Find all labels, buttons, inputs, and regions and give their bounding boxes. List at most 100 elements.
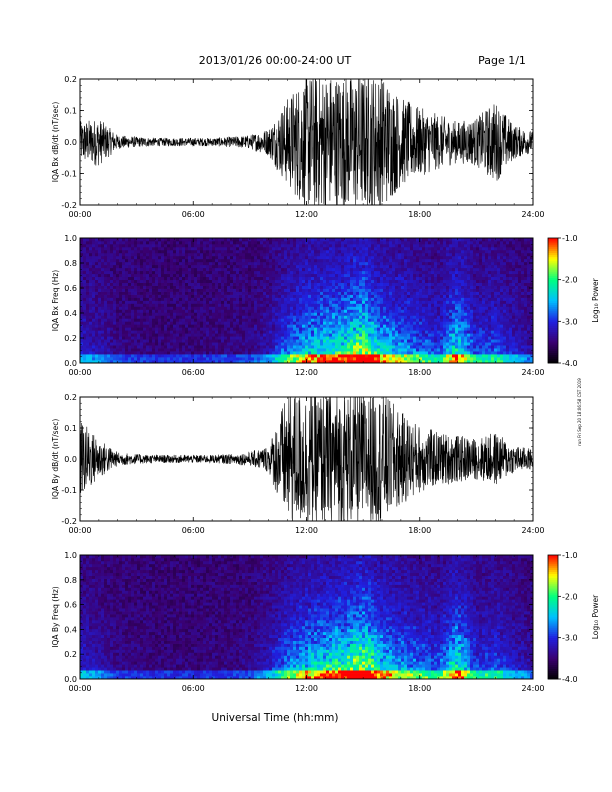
bx_spectrogram-cell bbox=[266, 243, 270, 248]
bx_spectrogram-cell bbox=[167, 246, 171, 251]
bx_spectrogram-cell bbox=[83, 288, 87, 292]
bx_spectrogram-cell bbox=[116, 303, 120, 307]
bx_spectrogram-cell bbox=[272, 348, 276, 352]
bx_spectrogram-cell bbox=[101, 282, 105, 286]
bx_spectrogram-cell bbox=[368, 238, 372, 242]
bx_spectrogram-cell bbox=[191, 252, 195, 257]
bx_spectrogram-cell bbox=[80, 288, 84, 292]
bx_spectrogram-cell bbox=[140, 279, 144, 283]
bx_spectrogram-cell bbox=[338, 333, 342, 337]
bx_spectrogram-cell bbox=[230, 354, 234, 358]
bx_spectrogram-cell bbox=[422, 345, 426, 349]
bx_spectrogram-cell bbox=[392, 285, 396, 289]
bx_spectrogram-cell bbox=[224, 267, 228, 272]
bx_spectrogram-cell bbox=[323, 261, 327, 266]
bx_waveform-trace bbox=[79, 78, 534, 206]
bx_spectrogram-cell bbox=[401, 351, 405, 355]
bx_spectrogram-cell bbox=[224, 279, 228, 283]
bx_spectrogram-cell bbox=[83, 357, 87, 361]
bx_spectrogram-cell bbox=[113, 318, 117, 322]
bx_spectrogram-cell bbox=[179, 240, 183, 245]
bx_spectrogram-cell bbox=[332, 294, 336, 298]
bx_spectrogram-cell bbox=[398, 261, 402, 266]
bx_spectrogram-cell bbox=[305, 252, 309, 257]
bx_spectrogram-cell bbox=[257, 276, 261, 281]
bx_spectrogram-cell bbox=[110, 315, 114, 319]
bx_spectrogram-cell bbox=[341, 276, 345, 281]
bx_spectrogram-cell bbox=[152, 291, 156, 295]
bx_spectrogram-cell bbox=[224, 348, 228, 352]
bx_spectrogram-cell bbox=[260, 279, 264, 283]
bx_spectrogram-cell bbox=[233, 261, 237, 266]
bx_spectrogram-cell bbox=[269, 324, 273, 328]
bx_spectrogram-cell bbox=[293, 273, 297, 278]
bx_spectrogram-cell bbox=[95, 312, 99, 316]
bx_spectrogram-cell bbox=[89, 351, 93, 355]
bx_spectrogram-cell bbox=[164, 297, 168, 301]
bx_spectrogram-cell bbox=[125, 303, 129, 307]
bx_spectrogram-cell bbox=[218, 306, 222, 310]
bx_spectrogram-cell bbox=[353, 342, 357, 346]
bx_spectrogram-cell bbox=[209, 273, 213, 278]
bx_spectrogram-cell bbox=[206, 321, 210, 325]
bx_spectrogram-cell bbox=[221, 240, 225, 245]
bx_spectrogram-cell bbox=[410, 294, 414, 298]
bx_spectrogram-cell bbox=[140, 294, 144, 298]
bx_spectrogram-cell bbox=[305, 348, 309, 352]
bx_spectrogram-cell bbox=[368, 339, 372, 343]
bx_spectrogram-cell bbox=[335, 348, 339, 352]
bx_spectrogram-cell bbox=[365, 238, 369, 242]
bx_spectrogram-cell bbox=[221, 333, 225, 337]
bx_spectrogram-cell bbox=[83, 252, 87, 257]
bx_spectrogram-cell bbox=[320, 264, 324, 269]
bx_spectrogram-cell bbox=[161, 312, 165, 316]
bx_spectrogram-cell bbox=[167, 309, 171, 313]
bx_spectrogram-cell bbox=[362, 270, 366, 275]
bx_spectrogram-cell bbox=[338, 315, 342, 319]
bx_spectrogram-cell bbox=[425, 333, 429, 337]
bx_spectrogram-cell bbox=[359, 309, 363, 313]
bx_spectrogram-cell bbox=[227, 327, 231, 331]
bx_spectrogram-cell bbox=[263, 333, 267, 337]
bx_spectrogram-cell bbox=[125, 318, 129, 322]
bx_spectrogram-cell bbox=[416, 246, 420, 251]
bx_spectrogram-cell bbox=[146, 360, 150, 364]
bx_spectrogram-cell bbox=[338, 327, 342, 331]
bx_spectrogram-cell bbox=[119, 306, 123, 310]
bx_spectrogram-cell bbox=[146, 270, 150, 275]
bx_spectrogram-cell bbox=[377, 339, 381, 343]
bx_spectrogram-cell bbox=[398, 252, 402, 257]
bx_spectrogram-cell bbox=[209, 354, 213, 358]
bx_spectrogram-cell bbox=[401, 261, 405, 266]
bx_spectrogram-cell bbox=[137, 312, 141, 316]
bx_spectrogram-cell bbox=[350, 258, 354, 263]
bx_spectrogram-cell bbox=[137, 348, 141, 352]
bx_spectrogram-cell bbox=[185, 261, 189, 266]
bx_spectrogram-cell bbox=[287, 306, 291, 310]
bx_spectrogram-cell bbox=[404, 291, 408, 295]
bx_spectrogram-cell bbox=[89, 315, 93, 319]
bx_spectrogram-cell bbox=[176, 291, 180, 295]
bx_spectrogram-cell bbox=[164, 288, 168, 292]
bx_spectrogram-cell bbox=[161, 321, 165, 325]
bx_spectrogram-cell bbox=[209, 294, 213, 298]
bx_spectrogram-cell bbox=[269, 318, 273, 322]
bx_spectrogram-cell bbox=[188, 336, 192, 340]
bx_spectrogram-cell bbox=[272, 306, 276, 310]
bx_spectrogram-cell bbox=[86, 249, 90, 254]
bx_spectrogram-cell bbox=[83, 270, 87, 275]
bx_spectrogram-cell bbox=[395, 318, 399, 322]
bx_spectrogram-cell bbox=[389, 297, 393, 301]
bx_spectrogram-cell bbox=[116, 240, 120, 245]
bx_spectrogram-cell bbox=[392, 243, 396, 248]
bx_spectrogram-cell bbox=[269, 342, 273, 346]
bx_spectrogram-cell bbox=[176, 285, 180, 289]
bx_spectrogram-cell bbox=[353, 267, 357, 272]
bx_spectrogram-cell bbox=[404, 336, 408, 340]
bx_spectrogram-cell bbox=[377, 333, 381, 337]
bx_spectrogram-cell bbox=[254, 297, 258, 301]
bx_spectrogram-cell bbox=[80, 333, 84, 337]
bx_spectrogram-cell bbox=[236, 339, 240, 343]
bx_spectrogram-cell bbox=[365, 336, 369, 340]
bx_spectrogram-cell bbox=[137, 321, 141, 325]
